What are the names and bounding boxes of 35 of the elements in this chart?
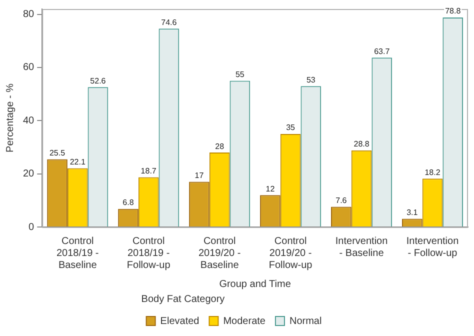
data-label: 6.8 — [122, 198, 134, 208]
data-label: 35 — [286, 123, 296, 132]
y-tick-label: 80 — [23, 9, 35, 20]
y-tick-label: 0 — [28, 222, 35, 233]
data-label: 17 — [194, 171, 204, 180]
data-label: 12 — [266, 184, 276, 194]
data-label: 28.8 — [354, 140, 370, 149]
x-tick-label: Control 2018/19 - Follow-up — [126, 236, 171, 271]
data-label: 52.6 — [90, 76, 106, 86]
data-label: 55 — [235, 70, 245, 79]
legend-title: Body Fat Category — [141, 294, 225, 305]
data-label: 78.8 — [445, 6, 462, 16]
data-label: 74.6 — [161, 18, 178, 27]
data-label: 18.7 — [140, 166, 157, 176]
y-axis-title: Percentage - % — [4, 83, 16, 152]
data-label: 22.1 — [70, 157, 86, 166]
data-label: 53 — [306, 75, 316, 84]
x-tick-label: Control 2018/19 - Baseline — [56, 236, 99, 271]
x-tick-label: Intervention - Baseline — [335, 236, 388, 259]
y-tick-label: 20 — [23, 168, 35, 180]
legend-label: Elevated — [160, 316, 200, 327]
legend-label: Moderate — [223, 316, 266, 327]
data-label: 28 — [215, 142, 225, 151]
x-tick-label: Intervention - Follow-up — [406, 236, 459, 259]
data-label: 7.6 — [336, 196, 348, 205]
data-label: 25.5 — [49, 148, 66, 158]
legend-label: Normal — [289, 316, 322, 327]
data-label: 18.2 — [424, 168, 441, 177]
y-tick-label: 60 — [23, 62, 35, 74]
x-tick-label: Control 2019/20 - Baseline — [198, 236, 241, 271]
x-axis-title: Group and Time — [219, 278, 292, 290]
data-label: 63.7 — [374, 46, 390, 56]
data-label: 3.1 — [406, 208, 418, 217]
y-tick-label: 40 — [23, 115, 35, 126]
x-tick-label: Control 2019/20 - Follow-up — [268, 236, 313, 271]
